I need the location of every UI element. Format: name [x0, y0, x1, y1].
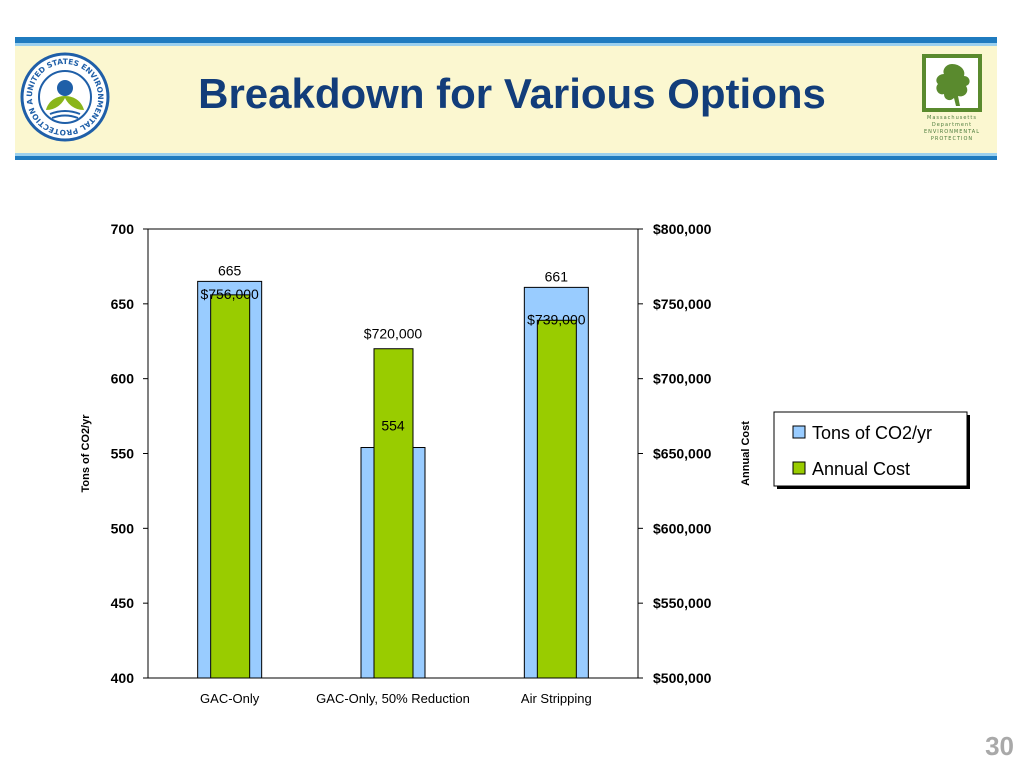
y-left-tick-label: 600: [111, 371, 135, 387]
y-right-tick-label: $700,000: [653, 371, 712, 387]
epa-seal-logo: UNITED STATES ENVIRONMENTAL PROTECTION A…: [20, 52, 110, 142]
y-left-axis-title: Tons of CO2/yr: [80, 414, 92, 493]
y-left-tick-label: 650: [111, 296, 135, 312]
y-right-tick-label: $500,000: [653, 670, 712, 686]
x-category-label: Air Stripping: [521, 691, 592, 706]
oak-leaf-icon: [936, 64, 970, 106]
y-right-tick-label: $750,000: [653, 296, 712, 312]
slide-title: Breakdown for Various Options: [198, 70, 826, 117]
data-label-cost: $739,000: [527, 311, 586, 327]
legend-swatch-tons: [792, 425, 806, 439]
bar-annual-cost: [536, 319, 577, 679]
x-category-label: GAC-Only, 50% Reduction: [316, 691, 470, 706]
data-label-tons: 661: [545, 268, 569, 284]
header-bottom-stripe: [15, 153, 997, 156]
ma-logo-line-3: ENVIRONMENTAL: [924, 129, 980, 135]
y-left-tick-label: 550: [111, 446, 135, 462]
legend-label-tons: Tons of CO2/yr: [812, 423, 932, 443]
legend-label-cost: Annual Cost: [812, 459, 910, 479]
ma-logo-line-4: PROTECTION: [931, 136, 973, 142]
legend-box: [773, 411, 968, 487]
header-bar: [15, 37, 997, 160]
ma-logo-line-1: Massachusetts: [927, 115, 977, 121]
y-right-axis-title: Annual Cost: [740, 421, 752, 486]
y-left-tick-label: 400: [111, 670, 135, 686]
massachusetts-dep-logo: Massachusetts Department ENVIRONMENTAL P…: [922, 54, 982, 142]
header-top-stripe: [15, 43, 997, 46]
data-label-tons: 665: [218, 262, 242, 278]
bar-annual-cost: [210, 294, 251, 679]
y-left-tick-label: 500: [111, 520, 135, 536]
data-label-cost: $720,000: [364, 326, 423, 342]
y-right-tick-label: $650,000: [653, 446, 712, 462]
y-right-tick-label: $600,000: [653, 520, 712, 536]
bar-annual-cost: [373, 348, 414, 679]
data-label-cost: $756,000: [200, 286, 259, 302]
y-left-tick-label: 450: [111, 595, 135, 611]
data-label-tons: 554: [381, 418, 405, 434]
y-right-tick-label: $550,000: [653, 595, 712, 611]
y-right-tick-label: $800,000: [653, 221, 712, 237]
x-category-label: GAC-Only: [200, 691, 260, 706]
ma-logo-line-2: Department: [932, 122, 972, 128]
legend-swatch-cost: [792, 461, 806, 475]
page-number: 30: [985, 731, 1014, 761]
y-left-tick-label: 700: [111, 221, 135, 237]
